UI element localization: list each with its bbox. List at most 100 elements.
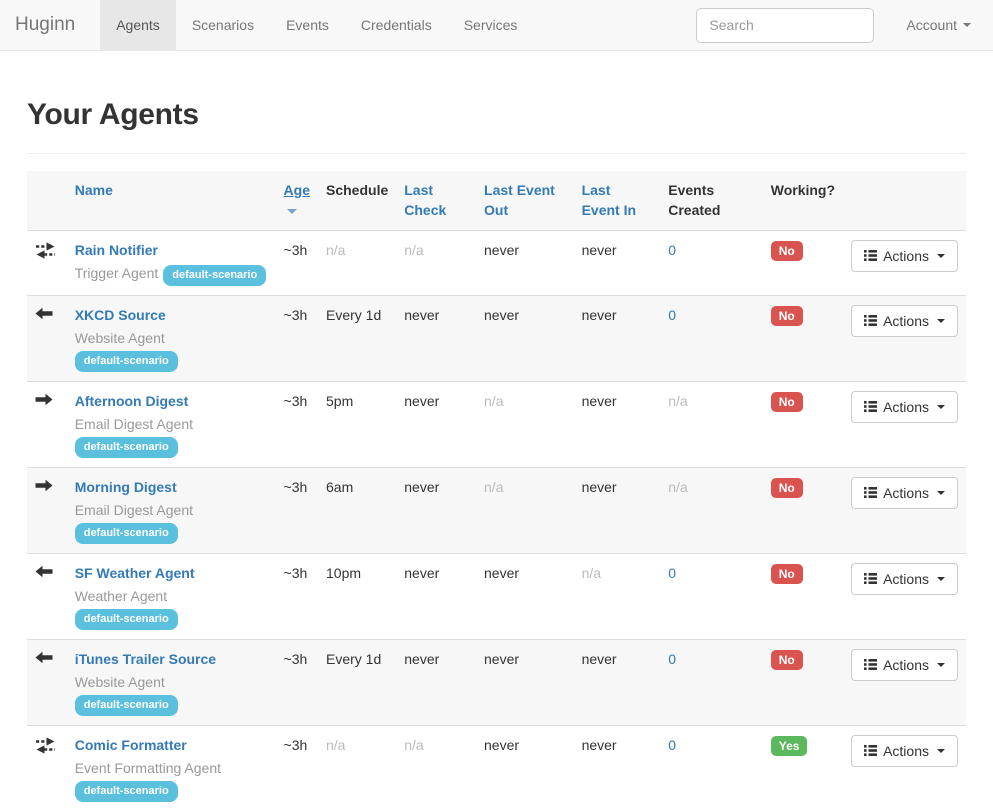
table-header: Name Age Schedule Last Check Last Event … — [27, 171, 966, 231]
search-input[interactable] — [696, 7, 875, 43]
last-event-out-cell: never — [484, 306, 520, 323]
chevron-down-icon — [937, 662, 945, 667]
column-header-name[interactable]: Name — [74, 182, 113, 198]
scenario-badge[interactable]: default-scenario — [163, 264, 267, 286]
scenario-badge[interactable]: default-scenario — [74, 436, 178, 458]
last-check-cell: never — [404, 392, 440, 409]
last-check-cell: never — [404, 564, 440, 581]
icon-column-header — [27, 171, 67, 231]
actions-button[interactable]: Actions — [851, 734, 958, 767]
nav-item-events[interactable]: Events — [286, 17, 329, 33]
nav-item-services[interactable]: Services — [463, 17, 518, 33]
actions-column-header — [843, 171, 966, 231]
last-event-in-cell: never — [581, 241, 617, 258]
list-icon — [864, 745, 878, 757]
column-header-last-check[interactable]: Last Check — [404, 182, 447, 219]
sort-desc-caret-icon — [286, 209, 297, 215]
last-event-out-cell: n/a — [484, 478, 504, 495]
age-cell: ~3h — [283, 306, 308, 323]
scenario-badge[interactable]: default-scenario — [74, 780, 178, 802]
working-status-badge: No — [770, 240, 803, 261]
column-header-events-created: Events Created — [660, 171, 763, 231]
column-header-last-event-out[interactable]: Last Event Out — [484, 182, 555, 219]
agent-type-label: Weather Agent — [74, 587, 168, 604]
last-event-in-cell: never — [581, 478, 617, 495]
schedule-cell: Every 1d — [326, 650, 382, 667]
last-event-in-cell: n/a — [581, 564, 602, 581]
main-nav: Agents Scenarios Events Credentials Serv… — [100, 0, 533, 50]
age-cell: ~3h — [283, 478, 308, 495]
age-cell: ~3h — [283, 392, 308, 409]
events-created-link[interactable]: n/a — [668, 392, 688, 409]
working-status-badge: No — [770, 477, 803, 498]
last-event-in-cell: never — [581, 736, 617, 753]
actions-button-label: Actions — [883, 570, 929, 587]
schedule-cell: Every 1d — [326, 306, 382, 323]
agent-name-link[interactable]: Rain Notifier — [74, 241, 158, 258]
chevron-down-icon — [937, 318, 945, 323]
brand-logo[interactable]: Huginn — [15, 14, 76, 35]
agent-type-label: Email Digest Agent — [74, 415, 194, 432]
events-created-link[interactable]: 0 — [668, 736, 677, 753]
actions-button-label: Actions — [883, 742, 929, 759]
actions-button[interactable]: Actions — [851, 390, 958, 423]
exchange-arrows-icon — [35, 736, 59, 754]
actions-button[interactable]: Actions — [851, 476, 958, 509]
events-created-link[interactable]: n/a — [668, 478, 688, 495]
age-cell: ~3h — [283, 564, 308, 581]
column-header-schedule: Schedule — [318, 171, 397, 231]
schedule-cell: 6am — [326, 478, 354, 495]
agent-name-link[interactable]: Afternoon Digest — [74, 392, 189, 409]
chevron-down-icon — [937, 748, 945, 753]
nav-item-agents[interactable]: Agents — [100, 0, 176, 50]
schedule-cell: n/a — [326, 241, 346, 258]
divider — [27, 153, 966, 154]
age-cell: ~3h — [283, 650, 308, 667]
schedule-cell: n/a — [326, 736, 346, 753]
schedule-cell: 5pm — [326, 392, 354, 409]
exchange-arrows-icon — [35, 241, 59, 259]
scenario-badge[interactable]: default-scenario — [74, 608, 178, 630]
arrow-left-icon — [35, 565, 59, 578]
events-created-link[interactable]: 0 — [668, 650, 677, 667]
scenario-badge[interactable]: default-scenario — [74, 522, 178, 544]
actions-button[interactable]: Actions — [851, 648, 958, 681]
list-icon — [864, 659, 878, 671]
last-event-in-cell: never — [581, 650, 617, 667]
actions-button[interactable]: Actions — [851, 562, 958, 595]
agent-name-link[interactable]: XKCD Source — [74, 306, 166, 323]
agent-name-link[interactable]: SF Weather Agent — [74, 564, 195, 581]
column-header-age[interactable]: Age — [283, 182, 310, 198]
actions-button[interactable]: Actions — [851, 239, 958, 272]
last-event-out-cell: never — [484, 736, 520, 753]
column-header-last-event-in[interactable]: Last Event In — [581, 182, 637, 219]
chevron-down-icon — [937, 490, 945, 495]
actions-button[interactable]: Actions — [851, 304, 958, 337]
navbar: Huginn Agents Scenarios Events Credentia… — [0, 0, 993, 51]
actions-button-label: Actions — [883, 484, 929, 501]
actions-button-label: Actions — [883, 656, 929, 673]
events-created-link[interactable]: 0 — [668, 241, 677, 258]
agent-name-link[interactable]: iTunes Trailer Source — [74, 650, 217, 667]
scenario-badge[interactable]: default-scenario — [74, 694, 178, 716]
account-menu[interactable]: Account — [898, 17, 979, 33]
nav-item-scenarios[interactable]: Scenarios — [191, 17, 255, 33]
scenario-badge[interactable]: default-scenario — [74, 350, 178, 372]
arrow-left-icon — [35, 651, 59, 664]
navbar-right: Account — [696, 0, 993, 50]
main-content: Your Agents Name Age Schedule Last Check… — [0, 98, 993, 811]
agent-name-link[interactable]: Morning Digest — [74, 478, 177, 495]
events-created-link[interactable]: 0 — [668, 564, 677, 581]
list-icon — [864, 250, 878, 262]
actions-button-label: Actions — [883, 247, 929, 264]
agent-name-link[interactable]: Comic Formatter — [74, 736, 187, 753]
list-icon — [864, 401, 878, 413]
agent-type-label: Website Agent — [74, 329, 165, 346]
list-icon — [864, 315, 878, 327]
table-row: SF Weather Agent Weather Agent default-sc… — [27, 553, 966, 639]
nav-item-credentials[interactable]: Credentials — [360, 17, 432, 33]
last-check-cell: n/a — [404, 241, 424, 258]
chevron-down-icon — [963, 23, 971, 27]
events-created-link[interactable]: 0 — [668, 306, 677, 323]
arrow-right-icon — [35, 479, 59, 492]
